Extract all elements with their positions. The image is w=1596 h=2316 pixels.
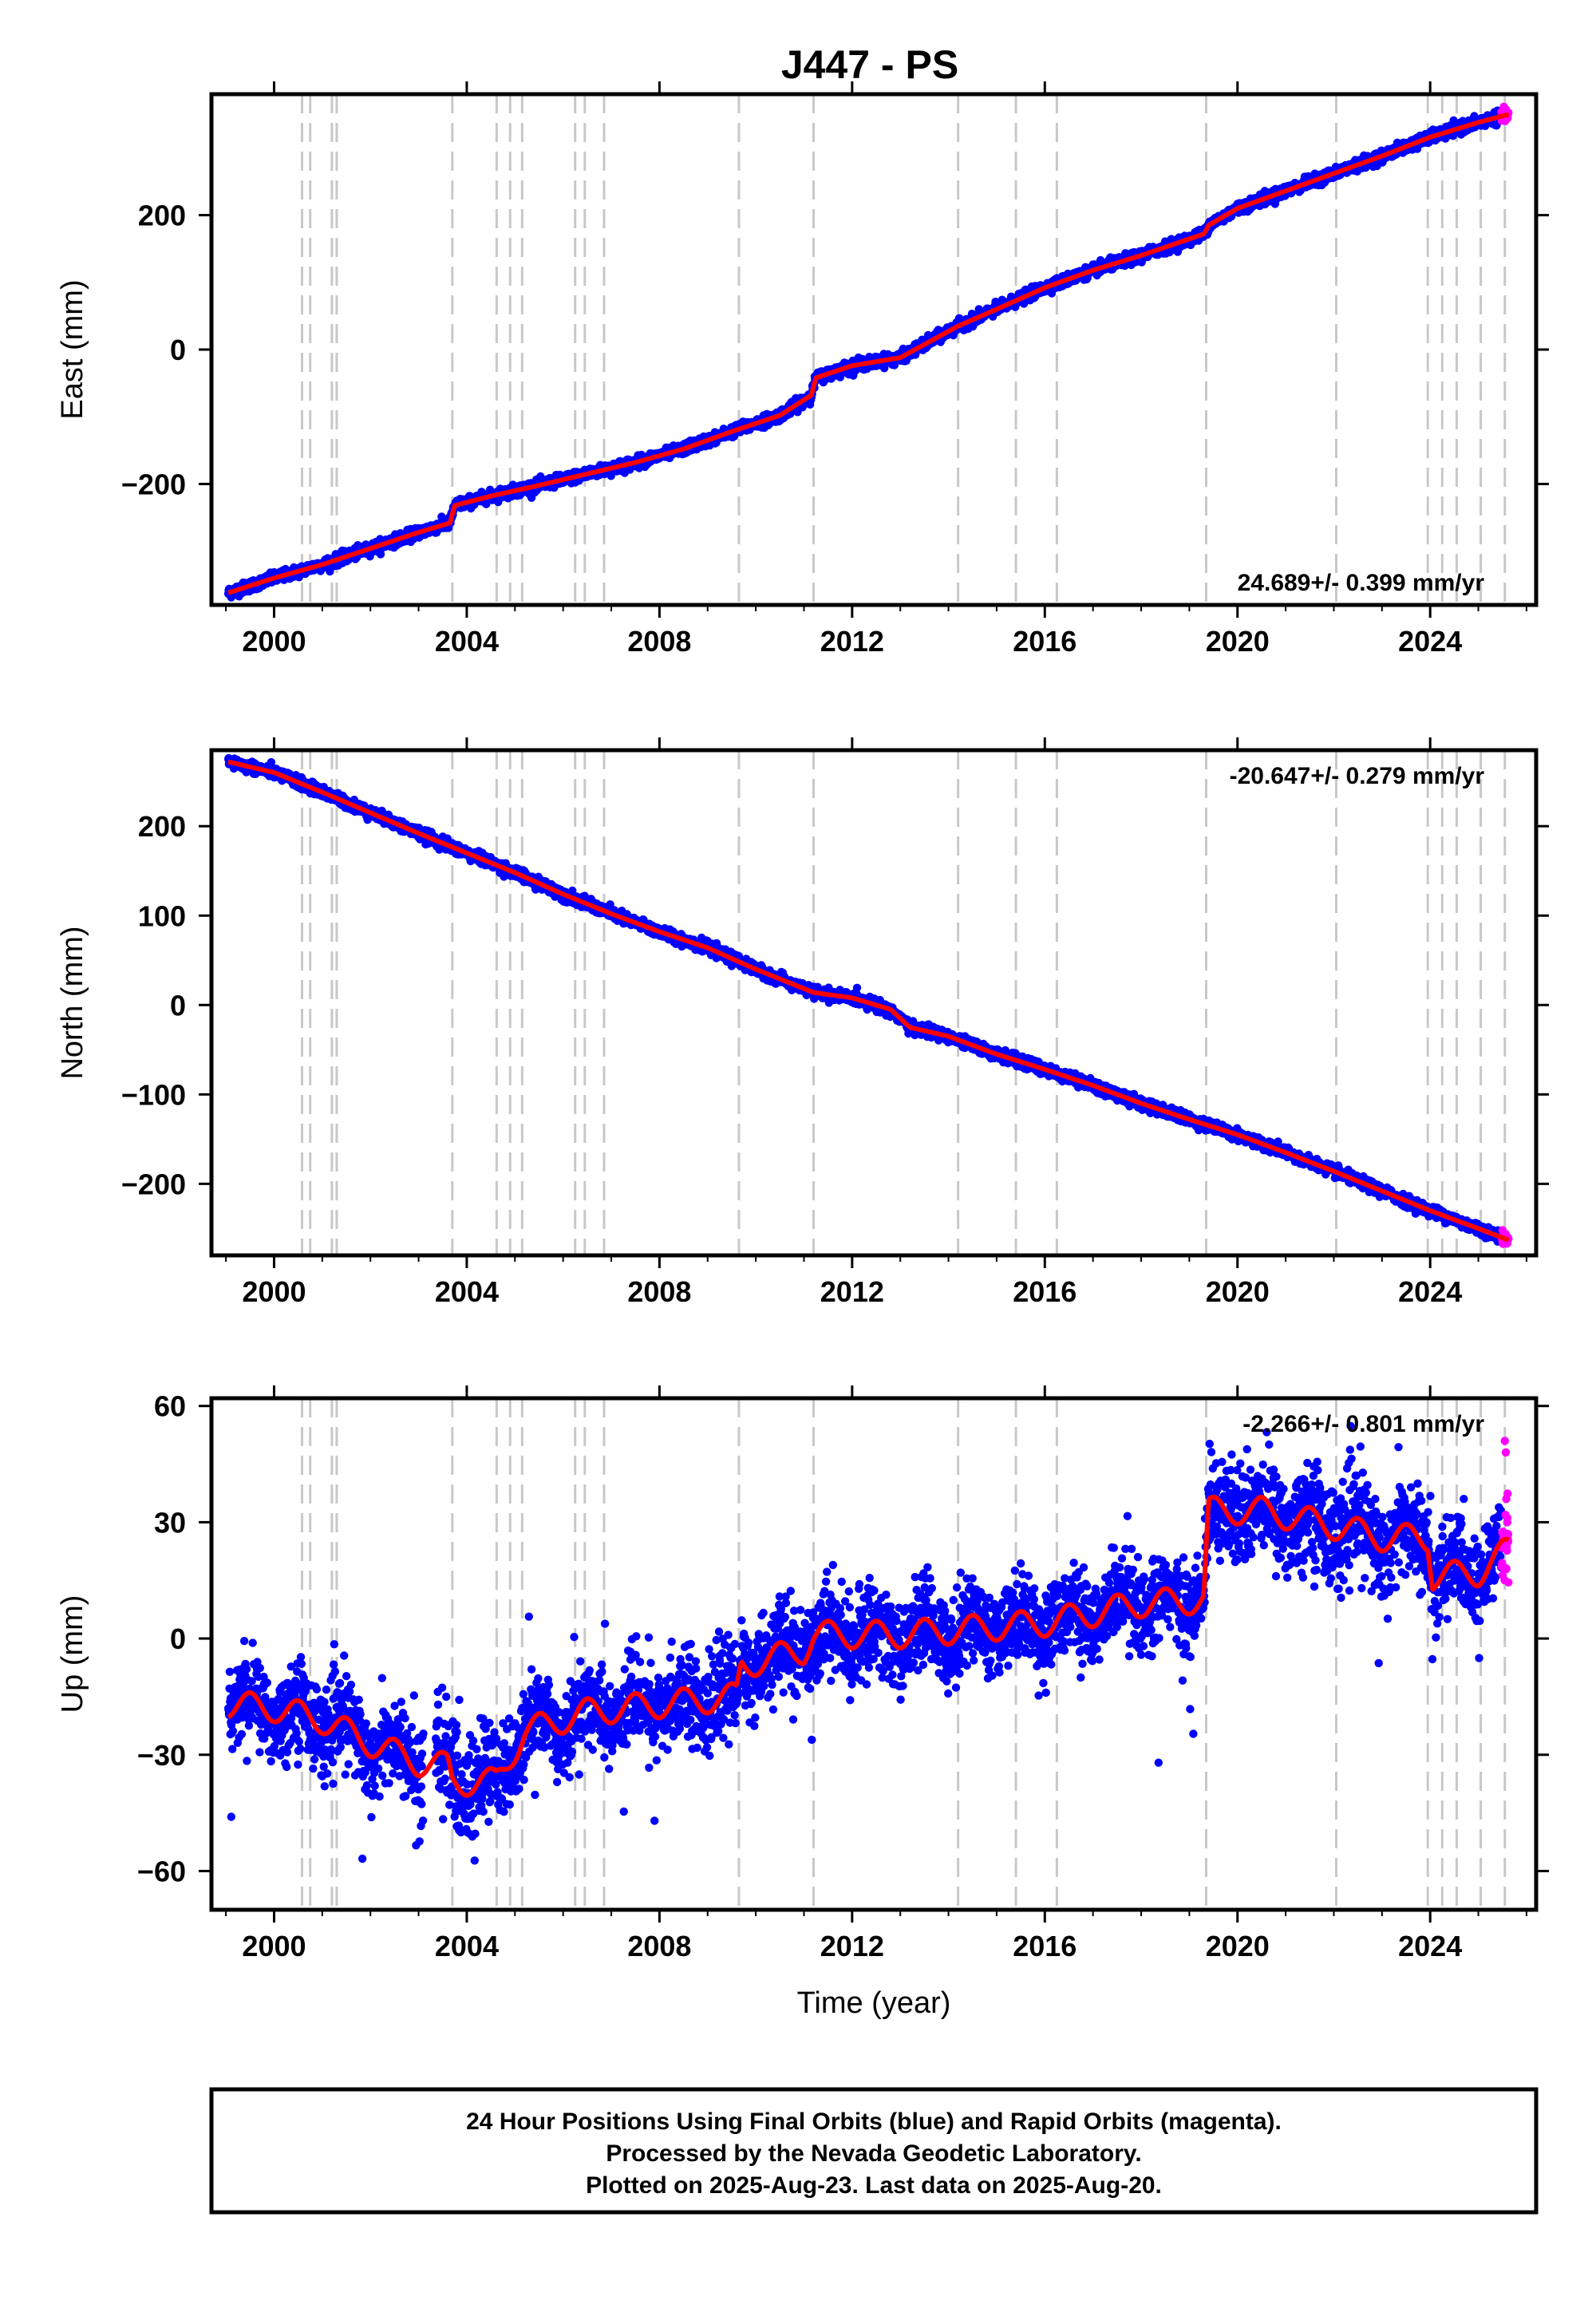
east-x-tick-label: 2024 xyxy=(1398,625,1462,658)
east-y-tick-label: 200 xyxy=(138,200,186,232)
east-y-tick-label: 0 xyxy=(170,334,186,366)
east-panel: 2000 2004 2008 2012 2016 2020 2024 −200 0 200 East… xyxy=(56,81,1549,658)
north-panel: 2000 2004 2008 2012 2016 2020 2024−200−1000100… xyxy=(56,737,1549,1308)
east-x-tick-label: 2020 xyxy=(1206,625,1270,658)
north-plot-area xyxy=(223,750,1513,1255)
east-x-tick-label: 2000 xyxy=(242,625,306,658)
east-x-tick-label: 2016 xyxy=(1013,625,1077,658)
east-x-tick-label: 2008 xyxy=(627,625,691,658)
chart-title: J447 - PS xyxy=(781,42,958,87)
east-y-tick-label: −200 xyxy=(121,468,186,500)
east-y-axis-label: East (mm) xyxy=(56,279,89,419)
east-rate-label: 24.689+/- 0.399 mm/yr xyxy=(1238,570,1485,596)
east-plot-area xyxy=(223,94,1513,605)
east-x-tick-label: 2012 xyxy=(820,625,884,658)
east-x-tick-label: 2004 xyxy=(435,625,499,658)
